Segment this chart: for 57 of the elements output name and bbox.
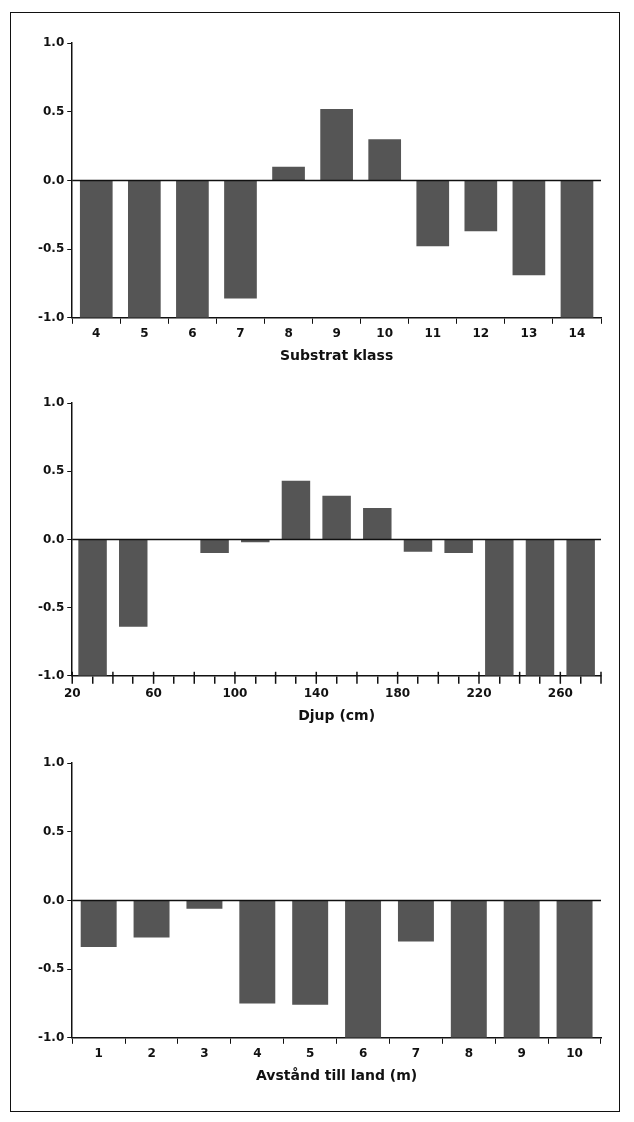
x-tick-label: 12 xyxy=(472,326,490,341)
x-tick-label: 11 xyxy=(424,326,442,341)
bar xyxy=(464,180,498,232)
x-tick-label: 6 xyxy=(358,1046,368,1061)
x-tick-label: 7 xyxy=(411,1046,421,1061)
x-tick-label: 14 xyxy=(568,326,586,341)
x-tick-label: 260 xyxy=(547,686,573,701)
x-tick-label: 13 xyxy=(520,326,538,341)
x-tick-label: 9 xyxy=(332,326,341,341)
y-tick-label: 1.0 xyxy=(42,395,65,410)
y-tick-label: -1.0 xyxy=(37,309,65,324)
x-tick-label: 8 xyxy=(464,1046,473,1061)
bar xyxy=(128,180,161,318)
x-tick-label: 9 xyxy=(517,1046,526,1061)
x-axis-title: Djup (cm) xyxy=(298,707,376,724)
bar xyxy=(560,180,594,318)
bar xyxy=(512,180,546,276)
x-tick-label: 60 xyxy=(145,686,162,701)
x-tick-label: 5 xyxy=(306,1046,315,1061)
y-tick-label: 0.0 xyxy=(42,892,65,907)
y-tick-label: 1.0 xyxy=(42,35,65,50)
y-tick-label: -0.5 xyxy=(37,961,65,976)
x-tick-label: 10 xyxy=(376,326,394,341)
bar xyxy=(224,180,257,299)
x-tick-label: 20 xyxy=(63,686,81,701)
x-tick-label: 2 xyxy=(147,1046,156,1061)
y-tick-label: 0.5 xyxy=(42,103,65,118)
x-tick-label: 5 xyxy=(140,326,149,341)
x-axis-title: Avstånd till land (m) xyxy=(255,1067,418,1084)
y-tick-label: 0.5 xyxy=(42,823,65,838)
x-tick-label: 3 xyxy=(200,1046,209,1061)
x-axis-title: Substrat klass xyxy=(279,347,394,364)
x-tick-label: 100 xyxy=(222,686,248,701)
x-tick-label: 7 xyxy=(236,326,245,341)
x-tick-label: 140 xyxy=(303,686,329,701)
y-tick-label: -0.5 xyxy=(37,599,65,614)
x-tick-label: 10 xyxy=(566,1046,583,1061)
bar xyxy=(320,108,353,180)
bar xyxy=(79,180,113,318)
y-tick-label: 1.0 xyxy=(42,755,65,770)
x-tick-label: 8 xyxy=(284,326,293,341)
x-tick-label: 220 xyxy=(466,686,492,701)
x-tick-label: 1 xyxy=(94,1046,103,1061)
y-tick-label: 0.0 xyxy=(42,172,65,187)
bar xyxy=(272,166,305,180)
y-tick-label: -1.0 xyxy=(37,1029,65,1044)
bar xyxy=(368,139,402,180)
x-tick-label: 6 xyxy=(188,326,197,341)
x-tick-label: 180 xyxy=(385,686,411,701)
y-tick-label: -1.0 xyxy=(37,667,65,682)
bar xyxy=(416,180,450,247)
bar xyxy=(176,180,209,318)
y-tick-label: -0.5 xyxy=(37,241,65,256)
x-tick-label: 4 xyxy=(253,1046,262,1061)
y-tick-label: 0.0 xyxy=(42,531,65,546)
x-tick-label: 4 xyxy=(92,326,101,341)
y-tick-label: 0.5 xyxy=(42,463,65,478)
